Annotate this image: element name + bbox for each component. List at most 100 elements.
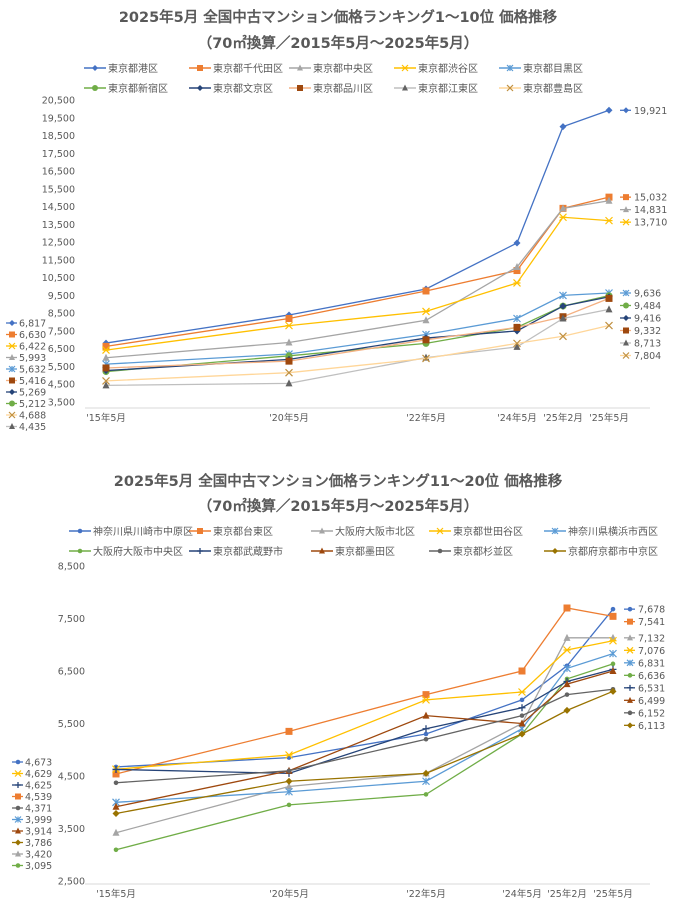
marker-dot (15, 863, 21, 868)
start-value-label: 3,095 (12, 861, 52, 872)
series-line (115, 690, 614, 815)
marker-square (609, 612, 617, 620)
marker-triangle (285, 338, 293, 346)
legend-label: 東京都新宿区 (108, 82, 168, 95)
marker-triangle (9, 423, 15, 429)
y-tick-label: 14,500 (42, 202, 75, 213)
y-tick-label: 17,500 (42, 149, 75, 160)
series-7 (102, 293, 613, 375)
y-tick-label: 8,500 (58, 562, 85, 573)
end-value: 19,921 (634, 106, 667, 117)
marker-dot (113, 780, 119, 786)
y-tick-label: 4,500 (48, 380, 75, 391)
series-line (105, 296, 610, 372)
marker-xstar (8, 342, 16, 350)
series-9 (113, 686, 616, 786)
end-value-label: 9,416 (620, 313, 661, 324)
y-tick-label: 4,500 (58, 772, 85, 783)
y-tick-label: 6,500 (58, 667, 85, 678)
marker-triangle (102, 381, 110, 389)
legend-label: 東京都杉並区 (453, 545, 513, 558)
marker-triangle (623, 339, 629, 346)
end-value: 14,831 (634, 205, 667, 216)
marker-dot (564, 692, 570, 697)
marker-dot (113, 847, 119, 853)
start-value-label: 6,817 (6, 319, 46, 330)
series-line (105, 308, 610, 387)
start-value: 4,673 (25, 758, 52, 769)
marker-triangle (15, 827, 21, 834)
legend-label: 東京都品川区 (313, 82, 373, 95)
marker-asterisk (622, 289, 630, 297)
legend-item: 東京都世田谷区 (429, 525, 523, 538)
series-7 (112, 665, 617, 777)
marker-diamond (92, 65, 98, 71)
end-value: 9,416 (634, 313, 661, 324)
marker-diamond (518, 730, 526, 738)
marker-square (422, 336, 430, 344)
start-value: 6,817 (19, 319, 46, 330)
marker-triangle (9, 354, 15, 360)
end-value: 6,499 (638, 696, 665, 707)
legend-item: 東京都江東区 (394, 82, 478, 95)
marker-diamond (15, 839, 21, 846)
series-5 (102, 289, 613, 369)
marker-dot (627, 606, 633, 612)
series-10 (102, 321, 613, 385)
start-value: 3,786 (25, 838, 52, 849)
marker-triangle (112, 828, 120, 836)
start-value-label: 5,632 (6, 365, 46, 376)
marker-diamond (9, 320, 15, 326)
end-value-label: 6,531 (624, 683, 665, 694)
marker-dot (423, 731, 429, 737)
marker-square (623, 327, 629, 334)
x-tick-label: '25年5月 (593, 888, 633, 900)
legend-label: 東京都墨田区 (335, 545, 395, 558)
marker-plus (112, 765, 120, 773)
legend-item: 大阪府大阪市北区 (311, 525, 415, 538)
y-tick-label: 19,500 (42, 113, 75, 124)
marker-diamond (623, 314, 629, 321)
legend-label: 東京都台東区 (213, 525, 273, 538)
start-value-label: 5,416 (6, 376, 46, 387)
end-value-label: 15,032 (620, 193, 667, 204)
marker-x (622, 352, 630, 359)
series-line (115, 663, 614, 851)
marker-square (9, 377, 15, 384)
start-value: 3,914 (25, 827, 52, 838)
marker-diamond (623, 107, 629, 114)
end-value-label: 6,152 (624, 708, 665, 719)
marker-plus (15, 782, 21, 788)
end-value: 8,713 (634, 338, 661, 349)
series-9 (102, 305, 613, 389)
series-2 (102, 193, 613, 350)
marker-triangle (605, 196, 613, 204)
end-value: 6,113 (638, 721, 665, 732)
marker-diamond (605, 106, 613, 114)
marker-x (513, 339, 521, 348)
series-4 (112, 636, 617, 774)
end-value: 7,132 (638, 633, 665, 644)
marker-square (285, 727, 293, 735)
end-value: 6,636 (638, 671, 665, 682)
end-value-label: 14,831 (620, 205, 667, 216)
start-value: 5,212 (19, 399, 46, 410)
y-tick-label: 9,500 (48, 291, 75, 302)
marker-dot (627, 710, 633, 716)
y-tick-label: 2,500 (58, 877, 85, 888)
marker-square (422, 691, 430, 699)
y-tick-label: 13,500 (42, 220, 75, 231)
marker-xstar (14, 770, 22, 777)
legend: 神奈川県川崎市中原区 東京都台東区 大阪府大阪市北区 東京都世田谷区 神奈川県横浜市西区… (69, 525, 658, 558)
legend-label: 東京都文京区 (213, 82, 273, 95)
end-value: 9,484 (634, 301, 661, 312)
marker-square (513, 323, 521, 331)
y-tick-label: 6,500 (48, 344, 75, 355)
end-value-label: 9,636 (620, 288, 661, 299)
legend-label: 神奈川県川崎市中原区 (93, 525, 193, 538)
legend-item: 東京都武蔵野市 (189, 545, 283, 558)
marker-dot (423, 792, 429, 797)
marker-asterisk (563, 664, 571, 673)
legend-item: 東京都品川区 (289, 82, 373, 95)
start-value-label: 4,625 (12, 781, 52, 792)
